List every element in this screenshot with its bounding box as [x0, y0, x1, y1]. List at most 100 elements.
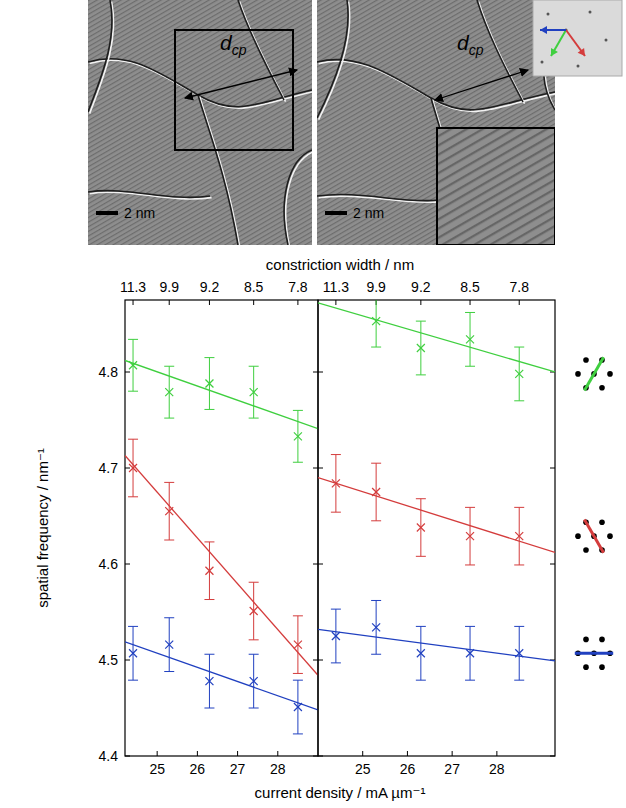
data-point	[165, 641, 173, 649]
x-tick-label: 25	[355, 761, 371, 777]
lattice-direction	[575, 652, 613, 655]
error-bar	[293, 616, 303, 674]
fft-direction-head	[551, 48, 558, 56]
marker-stroke	[417, 649, 425, 657]
tem-image	[317, 0, 555, 245]
error-cap	[371, 654, 381, 655]
tem-image	[88, 0, 312, 245]
x-tick	[157, 751, 158, 756]
error-bar	[465, 626, 475, 680]
dcp-label: dcp	[457, 31, 484, 58]
y-tick	[313, 372, 318, 373]
error-cap	[249, 582, 259, 583]
error-bar	[371, 463, 381, 521]
data-point	[294, 641, 302, 649]
error-bar	[416, 321, 426, 375]
lattice-dot	[583, 547, 589, 553]
error-cap	[204, 708, 214, 709]
data-point	[205, 380, 213, 388]
marker-stroke	[250, 677, 258, 685]
error-bar	[465, 312, 475, 366]
error-bar	[293, 410, 303, 462]
error-bar	[164, 482, 174, 540]
error-cap	[204, 654, 214, 655]
marker-stroke	[515, 370, 523, 378]
error-cap	[465, 312, 475, 313]
x2-tick	[297, 300, 298, 305]
marker-stroke	[250, 607, 258, 615]
edge	[317, 60, 555, 110]
x2-tick-label: 9.9	[366, 279, 386, 295]
x-tick-label: 28	[270, 761, 286, 777]
edge	[88, 191, 210, 198]
error-cap	[164, 366, 174, 367]
data-point	[372, 623, 380, 631]
data-point	[205, 567, 213, 575]
error-bar	[514, 626, 524, 680]
marker-stroke	[205, 380, 213, 388]
edge	[317, 0, 348, 118]
data-point	[515, 532, 523, 540]
x2-tick-label: 8.5	[460, 279, 480, 295]
x-axis-title: current density / mA µm⁻¹	[255, 784, 426, 801]
lattice-dot	[599, 637, 605, 643]
error-cap	[331, 454, 341, 455]
lattice-dot	[583, 664, 589, 670]
data-point	[417, 524, 425, 532]
edge-highlight	[319, 61, 555, 111]
y-tick	[318, 372, 323, 373]
x2-tick	[420, 300, 421, 305]
error-cap	[293, 680, 303, 681]
marker-stroke	[417, 344, 425, 352]
lattice-dot	[599, 664, 605, 670]
scale-bar	[96, 211, 118, 215]
error-cap	[164, 482, 174, 483]
error-bar	[514, 507, 524, 565]
error-cap	[416, 556, 426, 557]
dcp-label: dcp	[220, 31, 247, 58]
error-cap	[293, 462, 303, 463]
marker-stroke	[294, 641, 302, 649]
scale-label: 2 nm	[353, 205, 384, 221]
x2-tick	[169, 300, 170, 305]
error-bar	[249, 366, 259, 418]
lattice-direction	[584, 357, 603, 390]
error-cap	[514, 564, 524, 565]
fft-direction-head	[540, 26, 547, 34]
y-axis-title: spatial frequency / nm⁻¹	[34, 448, 51, 608]
error-cap	[128, 626, 138, 627]
error-cap	[514, 400, 524, 401]
scale-bar	[325, 211, 347, 215]
error-cap	[164, 418, 174, 419]
error-cap	[371, 600, 381, 601]
error-bar	[204, 542, 214, 600]
x2-tick-label: 9.2	[200, 279, 220, 295]
y-tick	[318, 660, 323, 661]
marker-stroke	[205, 567, 213, 575]
scale-label: 2 nm	[124, 205, 155, 221]
fft-spot	[605, 39, 608, 42]
error-bar	[164, 618, 174, 672]
error-cap	[416, 321, 426, 322]
error-cap	[371, 463, 381, 464]
error-bar	[514, 347, 524, 401]
fit-line	[318, 478, 555, 553]
error-cap	[204, 409, 214, 410]
y-tick	[550, 468, 555, 469]
error-bar	[128, 339, 138, 391]
error-cap	[249, 418, 259, 419]
data-point	[250, 388, 258, 396]
legend-icon	[575, 357, 613, 390]
x-tick-label: 27	[230, 761, 246, 777]
error-bar	[416, 626, 426, 680]
x-tick-label: 26	[190, 761, 206, 777]
error-cap	[293, 615, 303, 616]
x2-tick-label: 9.9	[159, 279, 179, 295]
dcp-arrow	[435, 70, 528, 100]
lattice-dot	[599, 385, 605, 391]
x2-tick	[470, 300, 471, 305]
fft-spot	[547, 13, 550, 16]
y-tick-label: 4.5	[99, 652, 119, 668]
y-tick-label: 4.8	[99, 364, 119, 380]
plot-marks	[125, 339, 318, 734]
